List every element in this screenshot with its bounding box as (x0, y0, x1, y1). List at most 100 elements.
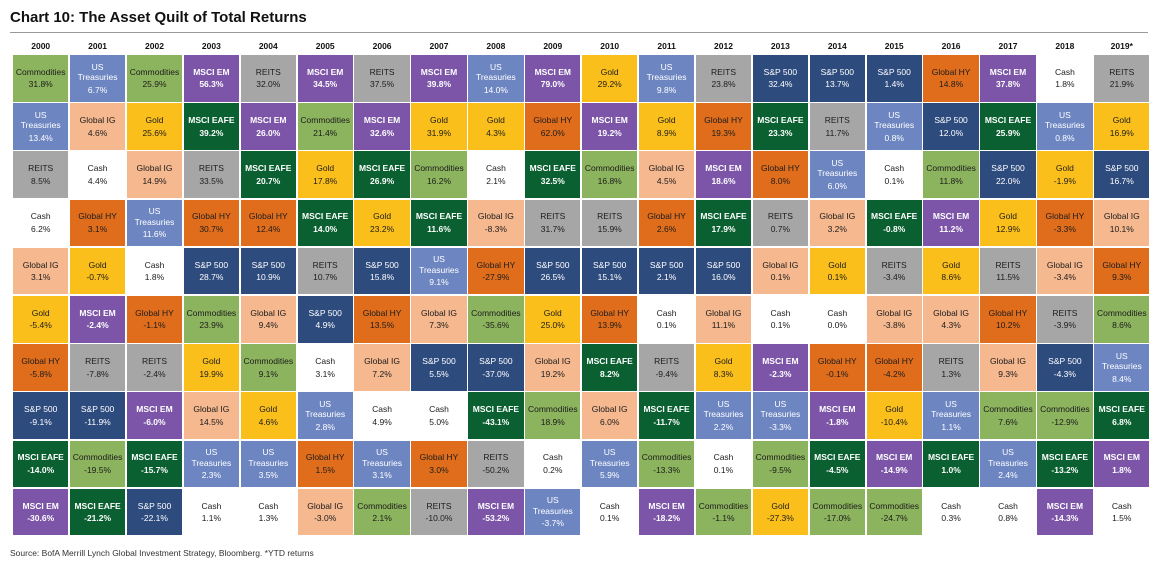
quilt-cell-global-hy: Global HY 19.3% (695, 103, 752, 150)
return-value: -0.7% (86, 272, 109, 283)
quilt-cell-global-ig: Global IG 7.2% (354, 344, 410, 391)
asset-label: Gold (942, 259, 961, 270)
quilt-cell-cash: Cash 0.3% (923, 488, 979, 536)
asset-label: Gold (430, 115, 448, 126)
return-value: 7.6% (998, 416, 1018, 427)
quilt-cell-msci-em: MSCI EM 79.0% (525, 55, 581, 102)
asset-label: MSCI EM (22, 500, 59, 511)
return-value: 33.5% (199, 175, 224, 186)
quilt-cell-commodities: Commodities 18.9% (525, 392, 581, 440)
asset-label: S&P 500 (1105, 163, 1139, 174)
asset-label: MSCI EM (1103, 452, 1140, 463)
asset-label: S&P 500 (365, 259, 399, 270)
quilt-cell-global-ig: Global IG 11.1% (695, 296, 752, 343)
quilt-cell-commodities: Commodities -35.6% (468, 296, 524, 343)
asset-label: Cash (941, 500, 961, 511)
return-value: 0.2% (543, 464, 563, 475)
return-value: 11.2% (939, 223, 963, 234)
quilt-cell-global-ig: Global IG 3.2% (809, 199, 865, 247)
quilt-cell-commodities: Commodities -9.5% (752, 440, 809, 488)
quilt-cell-cash: Cash 1.1% (183, 488, 240, 536)
quilt-cell-msci-em: MSCI EM -53.2% (468, 488, 524, 536)
quilt-cell-global-ig: Global IG 19.2% (525, 344, 581, 391)
return-value: 8.0% (770, 175, 791, 186)
quilt-cell-msci-em: MSCI EM -6.0% (126, 392, 183, 440)
quilt-cell-commodities: Commodities 7.6% (980, 392, 1036, 440)
quilt-cell-us-treasuries: US Treasuries 3.1% (354, 440, 410, 488)
return-value: 20.7% (256, 175, 281, 186)
asset-label: Global IG (136, 163, 173, 174)
year-header-2016: 2016 (941, 41, 961, 51)
quilt-cell-reits: REITS 15.9% (582, 199, 638, 247)
asset-label: Global HY (248, 211, 288, 222)
asset-label: US Treasuries (817, 157, 858, 179)
asset-label: Global HY (305, 452, 345, 463)
asset-label: Commodities (414, 163, 464, 174)
return-value: -5.8% (29, 368, 52, 379)
return-value: 11.5% (996, 272, 1020, 283)
quilt-cell-sandp-500: S&P 500 22.0% (980, 151, 1036, 199)
return-value: -11.9% (84, 416, 111, 427)
asset-label: REITS (198, 163, 224, 174)
return-value: -4.5% (826, 464, 849, 475)
return-value: -3.3% (769, 421, 792, 432)
return-value: 10.1% (1109, 223, 1134, 234)
asset-label: Global HY (931, 66, 971, 77)
quilt-cell-cash: Cash 0.1% (752, 296, 809, 343)
quilt-cell-reits: REITS 23.8% (695, 55, 752, 102)
asset-label: S&P 500 (422, 356, 456, 367)
return-value: 13.7% (825, 79, 850, 90)
quilt-cell-gold: Gold 19.9% (183, 344, 240, 391)
quilt-cell-us-treasuries: US Treasuries 3.5% (240, 440, 296, 488)
quilt-cell-global-hy: Global HY -3.3% (1037, 199, 1093, 247)
year-header-2000: 2000 (31, 41, 51, 51)
return-value: -12.9% (1051, 416, 1079, 427)
asset-label: MSCI EAFE (984, 115, 1032, 126)
return-value: 2.8% (315, 421, 335, 432)
quilt-cell-cash: Cash 2.1% (468, 151, 524, 199)
asset-label: REITS (28, 163, 54, 174)
return-value: -8.3% (484, 223, 507, 234)
asset-label: MSCI EM (363, 115, 401, 126)
quilt-cell-msci-eafe: MSCI EAFE -11.7% (638, 392, 695, 440)
quilt-cell-global-hy: Global HY 2.6% (638, 199, 695, 247)
quilt-cell-global-ig: Global IG 3.1% (13, 247, 69, 295)
asset-label: Gold (1055, 163, 1074, 174)
return-value: 1.3% (941, 368, 961, 379)
quilt-cell-us-treasuries: US Treasuries 0.8% (1037, 103, 1093, 150)
quilt-cell-reits: REITS 11.5% (980, 247, 1036, 295)
quilt-cell-reits: REITS 21.9% (1094, 55, 1150, 102)
return-value: 0.1% (770, 320, 791, 331)
return-value: 32.4% (768, 79, 793, 90)
asset-label: Global HY (135, 307, 174, 318)
return-value: 0.1% (656, 320, 677, 331)
asset-label: US Treasuries (20, 109, 61, 131)
return-value: 8.5% (31, 175, 51, 186)
return-value: -0.8% (883, 223, 906, 234)
quilt-cell-msci-em: MSCI EM 56.3% (183, 55, 240, 102)
quilt-cell-global-hy: Global HY 3.1% (69, 199, 126, 247)
year-header-2019: 2019* (1110, 41, 1133, 51)
asset-label: Commodities (698, 500, 749, 511)
return-value: -35.6% (482, 320, 510, 331)
asset-label: REITS (255, 66, 281, 77)
quilt-cell-global-ig: Global IG -3.8% (866, 296, 922, 343)
return-value: 6.7% (87, 84, 108, 95)
asset-label: US Treasuries (475, 61, 516, 83)
quilt-cell-msci-eafe: MSCI EAFE -0.8% (866, 199, 922, 247)
quilt-cell-global-ig: Global IG 4.6% (69, 103, 126, 150)
return-value: 10.2% (995, 320, 1021, 331)
return-value: 31.7% (540, 223, 565, 234)
asset-label: Global IG (250, 307, 287, 318)
asset-label: Global HY (704, 115, 743, 126)
return-value: 3.1% (315, 368, 335, 379)
asset-label: REITS (767, 211, 793, 222)
quilt-cell-gold: Gold 31.9% (411, 103, 467, 150)
asset-label: Gold (259, 404, 278, 415)
return-value: -3.8% (883, 320, 906, 331)
quilt-cell-global-ig: Global IG 9.3% (980, 344, 1036, 391)
return-value: 1.8% (1055, 79, 1075, 90)
return-value: 17.9% (711, 223, 736, 234)
quilt-cell-msci-eafe: MSCI EAFE -21.2% (69, 488, 126, 536)
asset-label: Gold (543, 307, 562, 318)
